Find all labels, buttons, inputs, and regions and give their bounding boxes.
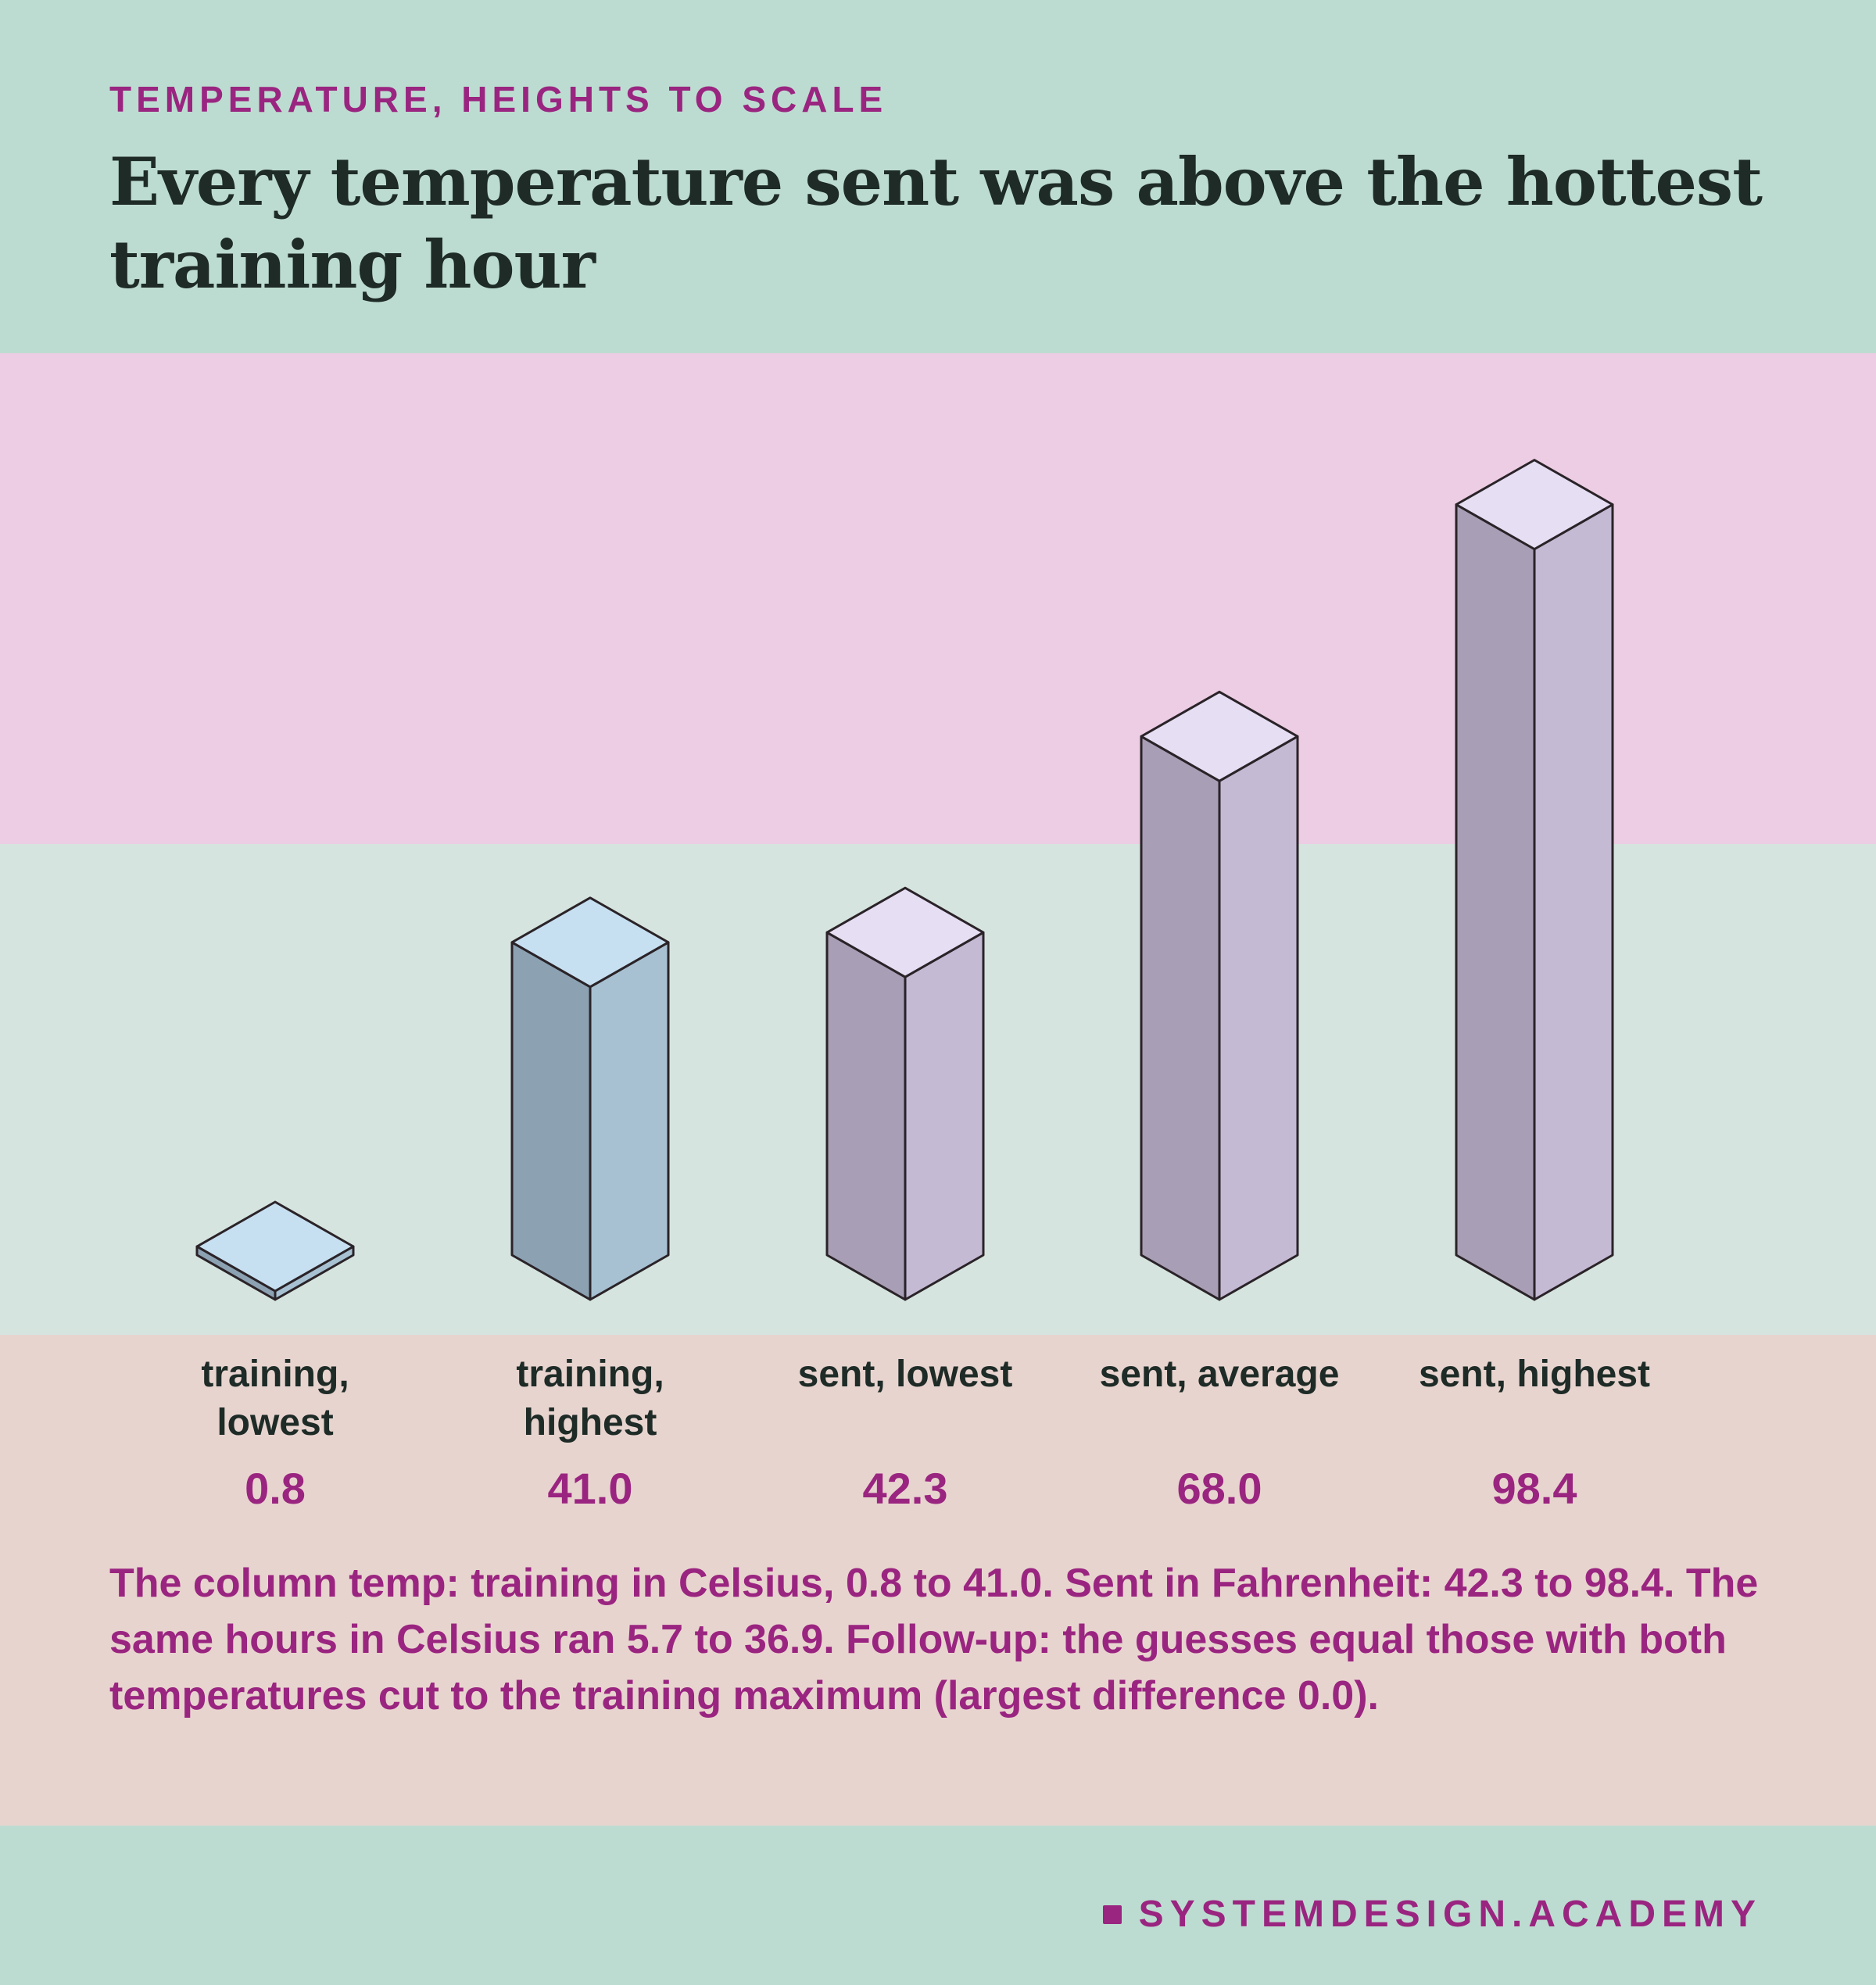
footer-band xyxy=(0,1826,1876,1985)
category-label-2: sent, lowest xyxy=(797,1354,1013,1395)
value-label-1: 41.0 xyxy=(547,1464,633,1513)
chart-caption: The column temp: training in Celsius, 0.… xyxy=(109,1561,1759,1719)
category-label-3: sent, average xyxy=(1099,1354,1340,1395)
brand-footer: SYSTEMDESIGN.ACADEMY xyxy=(1102,1893,1762,1936)
lower-chart-band xyxy=(0,844,1876,1335)
value-label-2: 42.3 xyxy=(862,1464,948,1513)
category-label-4: sent, highest xyxy=(1418,1354,1651,1395)
value-label-4: 98.4 xyxy=(1491,1464,1577,1513)
category-label-0: training, lowest xyxy=(201,1354,349,1443)
header-band xyxy=(0,0,1876,353)
category-label-1: training, highest xyxy=(516,1354,664,1443)
brand-square-icon xyxy=(1102,1905,1122,1924)
chart-title: Every temperature sent was above the hot… xyxy=(109,143,1763,303)
value-label-3: 68.0 xyxy=(1176,1464,1262,1513)
brand-name: SYSTEMDESIGN.ACADEMY xyxy=(1138,1894,1762,1935)
upper-chart-band xyxy=(0,353,1876,844)
labels-band xyxy=(0,1335,1876,1826)
chart-kicker: TEMPERATURE, HEIGHTS TO SCALE xyxy=(109,79,888,120)
value-label-0: 0.8 xyxy=(245,1464,306,1513)
